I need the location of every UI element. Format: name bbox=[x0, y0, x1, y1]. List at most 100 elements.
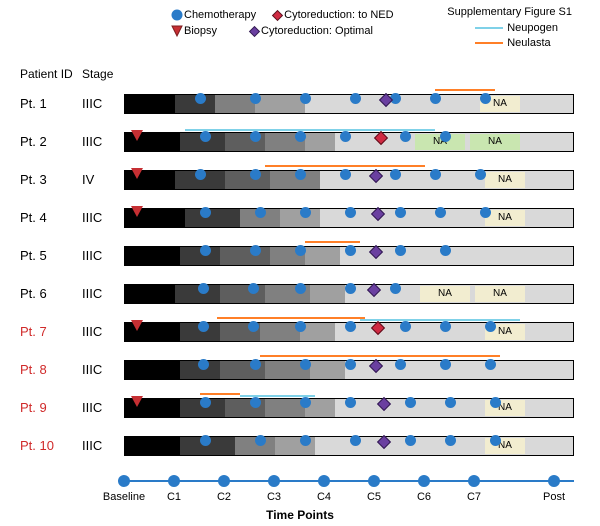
stage-label: IIIC bbox=[82, 210, 102, 225]
chemo-marker bbox=[295, 283, 306, 294]
cyto-ned-marker bbox=[371, 321, 385, 335]
chemo-marker bbox=[390, 169, 401, 180]
biopsy-marker bbox=[131, 130, 143, 141]
neulasta-line bbox=[200, 393, 240, 395]
chemo-marker bbox=[430, 169, 441, 180]
timeline-track: NA bbox=[124, 94, 574, 114]
timeline-track: NA bbox=[124, 322, 574, 342]
chemo-marker bbox=[345, 245, 356, 256]
legend-label: Biopsy bbox=[184, 25, 217, 37]
cyto-optimal-marker bbox=[369, 245, 383, 259]
chemo-marker bbox=[475, 169, 486, 180]
timeline-track: NA bbox=[124, 170, 574, 190]
axis-dot bbox=[418, 475, 430, 487]
patient-id-label: Pt. 7 bbox=[20, 324, 47, 339]
patient-id-label: Pt. 6 bbox=[20, 286, 47, 301]
chemo-marker bbox=[490, 435, 501, 446]
stage-label: IIIC bbox=[82, 438, 102, 453]
chemo-marker bbox=[255, 435, 266, 446]
neulasta-line bbox=[217, 317, 365, 319]
stage-label: IIIC bbox=[82, 362, 102, 377]
stage-label: IIIC bbox=[82, 286, 102, 301]
neulasta-icon bbox=[475, 38, 503, 48]
axis-tick-label: C3 bbox=[267, 491, 281, 503]
supplementary-figure: Supplementary Figure S1 Chemotherapy Cyt… bbox=[0, 0, 600, 526]
patient-id-label: Pt. 2 bbox=[20, 134, 47, 149]
timeline-segment bbox=[125, 285, 175, 303]
chemo-marker bbox=[435, 207, 446, 218]
timeline-track: NA bbox=[124, 208, 574, 228]
chemo-marker bbox=[440, 321, 451, 332]
timeline-segment bbox=[310, 285, 345, 303]
stage-label: IIIC bbox=[82, 96, 102, 111]
timeline-segment bbox=[310, 361, 345, 379]
patient-id-label: Pt. 1 bbox=[20, 96, 47, 111]
patient-row: Pt. 3IVNA bbox=[0, 158, 600, 196]
chemo-marker bbox=[395, 245, 406, 256]
axis-dot bbox=[318, 475, 330, 487]
cyto-optimal-marker bbox=[367, 283, 381, 297]
legend-label: Chemotherapy bbox=[184, 9, 256, 21]
col-header-patient: Patient ID bbox=[20, 67, 73, 81]
chemo-marker bbox=[345, 359, 356, 370]
patient-row: Pt. 9IIICNA bbox=[0, 386, 600, 424]
chemo-marker bbox=[200, 207, 211, 218]
axis-dot bbox=[118, 475, 130, 487]
timeline-segment bbox=[125, 95, 175, 113]
cyto-ned-icon bbox=[270, 8, 284, 22]
chemo-marker bbox=[440, 131, 451, 142]
axis-tick-label: C5 bbox=[367, 491, 381, 503]
chemo-marker bbox=[490, 397, 501, 408]
axis-dot bbox=[168, 475, 180, 487]
cyto-optimal-marker bbox=[371, 207, 385, 221]
legend-label: Neulasta bbox=[507, 37, 550, 49]
chemo-marker bbox=[295, 321, 306, 332]
patient-row: Pt. 10IIICNA bbox=[0, 424, 600, 462]
chemo-marker bbox=[345, 397, 356, 408]
chemo-marker bbox=[480, 207, 491, 218]
neupogen-line bbox=[185, 129, 435, 131]
chemo-marker bbox=[440, 245, 451, 256]
chemo-marker bbox=[295, 131, 306, 142]
chemo-marker bbox=[198, 321, 209, 332]
legend-label: Neupogen bbox=[507, 22, 558, 34]
timeline-segment bbox=[125, 437, 180, 455]
cyto-optimal-marker bbox=[377, 397, 391, 411]
patient-id-label: Pt. 3 bbox=[20, 172, 47, 187]
chemo-marker bbox=[255, 207, 266, 218]
timeline-segment bbox=[255, 95, 305, 113]
chemo-marker bbox=[400, 131, 411, 142]
chemo-marker bbox=[300, 93, 311, 104]
chemo-marker bbox=[345, 321, 356, 332]
timeline-segment bbox=[185, 209, 240, 227]
axis-tick-label: C2 bbox=[217, 491, 231, 503]
legend: Chemotherapy Cytoreduction: to NED Biops… bbox=[170, 8, 408, 40]
patient-row: Pt. 6IIICNANA bbox=[0, 272, 600, 310]
cyto-optimal-marker bbox=[369, 359, 383, 373]
chemo-marker bbox=[250, 397, 261, 408]
chemo-marker bbox=[350, 93, 361, 104]
chemo-marker bbox=[248, 283, 259, 294]
chemo-marker bbox=[198, 283, 209, 294]
timeline-segment bbox=[225, 171, 270, 189]
chemo-icon bbox=[170, 8, 184, 22]
patient-row: Pt. 2IIICNANA bbox=[0, 120, 600, 158]
chemo-marker bbox=[300, 435, 311, 446]
chemo-marker bbox=[250, 93, 261, 104]
cyto-optimal-marker bbox=[369, 169, 383, 183]
chemo-marker bbox=[400, 321, 411, 332]
chemo-marker bbox=[250, 245, 261, 256]
neulasta-line bbox=[260, 355, 500, 357]
axis-dot bbox=[548, 475, 560, 487]
stage-label: IIIC bbox=[82, 248, 102, 263]
stage-label: IIIC bbox=[82, 400, 102, 415]
axis-tick-label: Post bbox=[543, 491, 565, 503]
chemo-marker bbox=[300, 359, 311, 370]
timeline-segment bbox=[125, 361, 180, 379]
cyto-opt-icon bbox=[247, 24, 261, 38]
axis-tick-label: C7 bbox=[467, 491, 481, 503]
col-header-stage: Stage bbox=[82, 67, 113, 81]
cyto-ned-marker bbox=[374, 131, 388, 145]
chemo-marker bbox=[395, 207, 406, 218]
chemo-marker bbox=[200, 397, 211, 408]
